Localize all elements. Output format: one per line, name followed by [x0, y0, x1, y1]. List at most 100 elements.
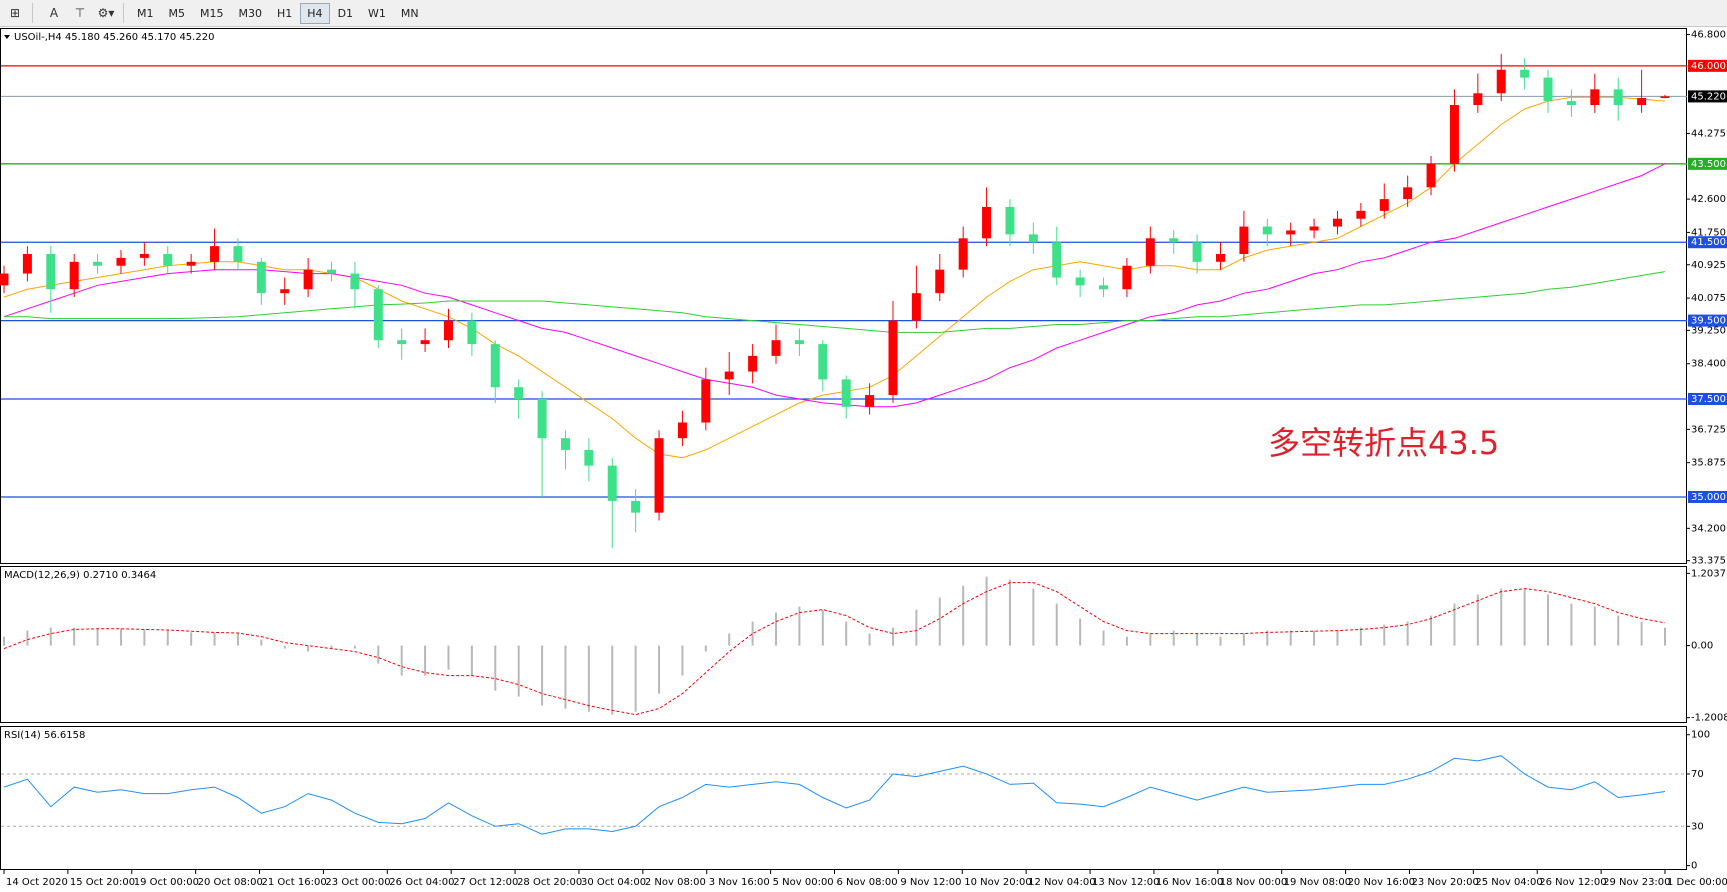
- separator: [123, 3, 124, 23]
- y-tick-label: 0.00: [1691, 641, 1713, 652]
- candle-body: [490, 344, 500, 388]
- timeframe-button[interactable]: M30: [238, 6, 263, 20]
- x-tick-label: 18 Nov 00:00: [1220, 877, 1287, 888]
- timeframe-button[interactable]: M15: [200, 6, 224, 20]
- menu-arrow[interactable]: [4, 35, 10, 39]
- y-tick-label: 38.400: [1691, 359, 1726, 370]
- timeframe-button[interactable]: M5: [168, 6, 186, 20]
- candle-body: [1099, 285, 1109, 290]
- timeframe-button[interactable]: H1: [277, 6, 293, 20]
- macd-header: MACD(12,26,9) 0.2710 0.3464: [4, 570, 156, 581]
- candle-body: [163, 253, 173, 266]
- x-tick-label: 29 Nov 23:00: [1603, 877, 1670, 888]
- candle-body: [0, 273, 9, 286]
- level-label: 37.500: [1691, 394, 1726, 405]
- timeframe-button[interactable]: W1: [368, 6, 386, 20]
- x-tick-label: 13 Nov 12:00: [1092, 877, 1159, 888]
- candle-body: [865, 395, 875, 407]
- candle-body: [1309, 226, 1319, 231]
- candle-body: [1496, 69, 1506, 94]
- x-tick-label: 20 Oct 08:00: [198, 877, 263, 888]
- annotation: 多空转折点43.5: [1268, 424, 1499, 462]
- y-tick-label: 42.600: [1691, 194, 1726, 205]
- current-price-label: 45.220: [1691, 91, 1726, 102]
- candle-body: [397, 340, 407, 345]
- candle-body: [1262, 226, 1272, 235]
- candle-body: [1379, 199, 1389, 211]
- candle-body: [467, 320, 477, 345]
- current-price-box: [1688, 90, 1727, 103]
- timeframe-button[interactable]: H4: [300, 2, 330, 24]
- candle-body: [724, 371, 734, 380]
- icon[interactable]: ⊤: [74, 6, 86, 20]
- x-tick-label: 3 Nov 16:00: [709, 877, 770, 888]
- level-label-box: [1688, 314, 1727, 327]
- candle-body: [1566, 101, 1576, 106]
- candle-body: [537, 398, 547, 439]
- moving-average: [3, 163, 1666, 408]
- candle-body: [982, 206, 992, 239]
- candle-body: [514, 387, 524, 399]
- candle-body: [794, 340, 804, 345]
- icon[interactable]: ⚙▾: [97, 6, 115, 20]
- x-tick-label: 9 Nov 12:00: [900, 877, 961, 888]
- x-tick-label: 23 Nov 20:00: [1411, 877, 1478, 888]
- icon[interactable]: A: [49, 6, 59, 20]
- candle-body: [701, 379, 711, 423]
- candle-body: [818, 344, 828, 380]
- candle-body: [1145, 238, 1155, 266]
- icon[interactable]: ⊞: [9, 6, 21, 20]
- y-tick-label: 40.925: [1691, 260, 1726, 271]
- candle-body: [1613, 89, 1623, 106]
- candle-body: [280, 289, 290, 294]
- x-tick-label: 20 Nov 16:00: [1348, 877, 1415, 888]
- level-label: 35.000: [1691, 492, 1726, 503]
- timeframe-button[interactable]: MN: [400, 6, 419, 20]
- chart-window: USOil-,H4 45.180 45.260 45.170 45.220 MA…: [0, 28, 1727, 888]
- rsi-header: RSI(14) 56.6158: [4, 730, 85, 741]
- candle-body: [654, 438, 664, 513]
- x-tick-label: 28 Oct 20:00: [517, 877, 582, 888]
- timeframe-button[interactable]: D1: [337, 6, 354, 20]
- level-label: 39.500: [1691, 316, 1726, 327]
- y-tick-label: 34.200: [1691, 523, 1726, 534]
- level-label-box: [1688, 59, 1727, 72]
- candle-body: [1286, 230, 1296, 235]
- y-tick-label: 46.800: [1691, 29, 1726, 40]
- candle-body: [771, 340, 781, 356]
- y-tick-label: 70: [1691, 769, 1704, 780]
- x-tick-label: 16 Nov 16:00: [1156, 877, 1223, 888]
- x-tick-label: 10 Nov 20:00: [964, 877, 1031, 888]
- timeframe-button[interactable]: M1: [137, 6, 154, 20]
- y-tick-label: 0: [1691, 861, 1697, 872]
- main-header: USOil-,H4 45.180 45.260 45.170 45.220: [14, 32, 214, 43]
- y-tick-label: 41.750: [1691, 227, 1726, 238]
- level-label-box: [1688, 392, 1727, 405]
- candle-body: [1660, 96, 1670, 98]
- candle-body: [1473, 93, 1483, 106]
- y-tick-label: 30: [1691, 821, 1704, 832]
- level-label: 43.500: [1691, 159, 1726, 170]
- x-tick-label: 19 Nov 08:00: [1284, 877, 1351, 888]
- moving-average: [3, 96, 1666, 459]
- level-label: 41.500: [1691, 237, 1726, 248]
- macd-signal: [3, 582, 1666, 716]
- candle-body: [1426, 163, 1436, 188]
- candle-body: [911, 293, 921, 321]
- candle-body: [607, 465, 617, 501]
- candle-body: [116, 257, 126, 266]
- candle-body: [584, 449, 594, 466]
- candle-body: [1449, 105, 1459, 164]
- candle-body: [303, 269, 313, 290]
- candle-body: [1637, 97, 1647, 106]
- y-tick-label: 39.250: [1691, 325, 1726, 336]
- candle-body: [1520, 69, 1530, 78]
- candle-body: [841, 379, 851, 407]
- x-tick-label: 19 Oct 00:00: [134, 877, 199, 888]
- y-tick-label: -1.2008: [1691, 713, 1727, 724]
- candle-body: [443, 320, 453, 341]
- x-tick-label: 26 Nov 12:00: [1539, 877, 1606, 888]
- x-tick-label: 5 Nov 00:00: [773, 877, 834, 888]
- y-tick-label: 100: [1691, 730, 1710, 741]
- candle-body: [1403, 187, 1413, 200]
